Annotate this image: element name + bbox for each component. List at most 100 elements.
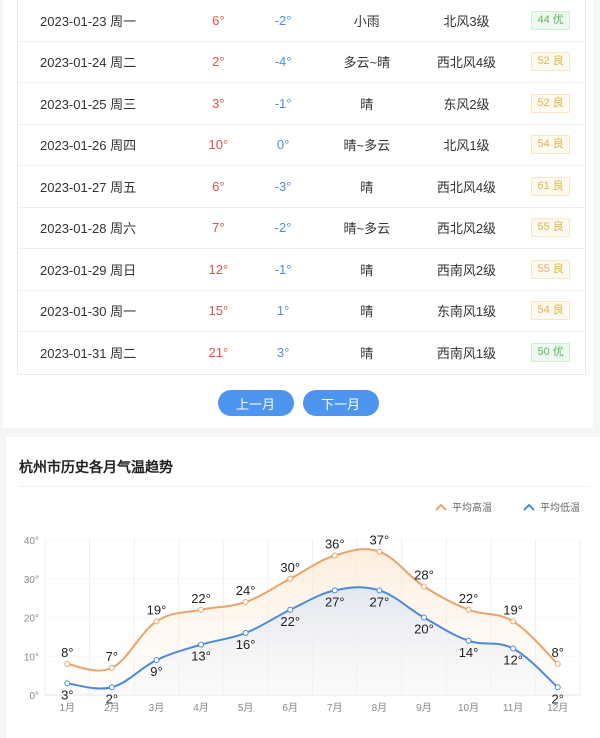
wind-cell: 西北风4级: [436, 55, 497, 71]
high-temp-point[interactable]: [376, 548, 383, 555]
table-row: 2023-01-31 周二 21° 3° 晴 西南风1级 50 优: [18, 332, 585, 374]
high-temp-point[interactable]: [153, 618, 160, 625]
temperature-line-chart[interactable]: 0° 10° 20° 30° 40° 1月 2月 3月 4月 5月 6月 7月 8月 9月 10月 11月 12…: [6, 437, 600, 738]
high-temp-cell: 15°: [208, 303, 229, 319]
low-temp-point[interactable]: [198, 641, 205, 648]
low-temp-point[interactable]: [287, 606, 294, 613]
high-temp-cell: 21°: [208, 345, 229, 361]
low-temp-label: 2°: [551, 691, 563, 706]
high-temp-label: 22°: [459, 591, 479, 606]
x-tick-label: 3月: [149, 702, 165, 714]
low-temp-point[interactable]: [331, 587, 338, 594]
aqi-cell: 55 良: [516, 259, 585, 279]
high-temp-point[interactable]: [287, 575, 294, 582]
low-temp-point[interactable]: [420, 614, 427, 621]
table-row: 2023-01-30 周一 15° 1° 晴 东南风1级 54 良: [18, 291, 585, 332]
low-temp-label: 9°: [150, 664, 162, 679]
weather-cell: 晴~多云: [343, 221, 391, 237]
legend-label: 平均低温: [540, 501, 580, 514]
low-temp-point[interactable]: [510, 645, 517, 652]
high-temp-point[interactable]: [331, 552, 338, 559]
high-temp-cell: 10°: [208, 137, 229, 153]
wind-cell: 西南风1级: [436, 346, 497, 362]
high-temp-label: 8°: [61, 645, 73, 660]
table-row: 2023-01-23 周一 6° -2° 小雨 北风3级 44 优: [18, 0, 585, 42]
weather-cell: 晴: [360, 179, 374, 195]
table-row: 2023-01-29 周日 12° -1° 晴 西南风2级 55 良: [18, 249, 585, 291]
aqi-badge: 44 优: [531, 10, 570, 30]
x-tick-label: 5月: [238, 702, 254, 714]
high-temp-point[interactable]: [108, 664, 115, 671]
x-tick-label: 4月: [193, 702, 209, 714]
low-temp-label: 13°: [191, 649, 211, 664]
low-temp-cell: -3°: [274, 178, 292, 194]
daily-weather-table: 2023-01-23 周一 6° -2° 小雨 北风3级 44 优 2023-01-24 周…: [17, 0, 586, 375]
high-temp-point[interactable]: [420, 583, 427, 590]
aqi-badge: 54 良: [531, 301, 570, 321]
low-temp-cell: -1°: [274, 95, 292, 111]
high-temp-point[interactable]: [554, 661, 561, 667]
y-tick-label: 40°: [24, 536, 39, 547]
wind-cell: 北风3级: [443, 13, 490, 29]
low-temp-point[interactable]: [153, 657, 160, 664]
high-temp-label: 19°: [147, 602, 167, 617]
aqi-badge: 52 良: [531, 93, 570, 113]
low-temp-cell: -4°: [274, 54, 292, 70]
x-tick-label: 10月: [458, 702, 479, 714]
date-cell: 2023-01-28 周六: [40, 221, 137, 237]
low-temp-point[interactable]: [554, 684, 561, 691]
wind-cell: 东南风1级: [436, 304, 497, 320]
high-temp-label: 19°: [503, 602, 523, 617]
low-temp-point[interactable]: [242, 630, 249, 636]
aqi-badge: 50 优: [531, 343, 570, 363]
low-temp-label: 27°: [370, 594, 390, 609]
y-tick-label: 10°: [24, 652, 39, 663]
low-temp-point[interactable]: [64, 680, 71, 687]
high-temp-label: 36°: [325, 537, 345, 552]
daily-weather-card: 2023-01-23 周一 6° -2° 小雨 北风3级 44 优 2023-01-24 周…: [3, 0, 593, 428]
low-temp-label: 16°: [236, 637, 256, 652]
wind-cell: 西北风2级: [436, 221, 497, 237]
low-temp-point[interactable]: [465, 637, 472, 644]
x-tick-label: 6月: [282, 702, 298, 714]
high-temp-cell: 7°: [212, 220, 225, 236]
wind-cell: 北风1级: [443, 138, 490, 154]
aqi-cell: 61 良: [516, 176, 585, 196]
date-cell: 2023-01-25 周三: [40, 96, 137, 112]
low-temp-label: 12°: [503, 653, 523, 668]
low-temp-cell: -2°: [274, 12, 292, 28]
date-cell: 2023-01-31 周二: [40, 346, 137, 362]
date-cell: 2023-01-27 周五: [40, 179, 137, 195]
x-tick-label: 1月: [60, 702, 76, 714]
high-temp-point[interactable]: [242, 599, 249, 605]
low-temp-point[interactable]: [108, 684, 115, 691]
low-temp-point[interactable]: [376, 587, 383, 594]
legend-high[interactable]: 平均高温: [435, 501, 492, 514]
wind-cell: 西南风2级: [436, 262, 497, 278]
next-month-button[interactable]: 下一月: [302, 390, 379, 416]
month-pager: 上一月 下一月: [3, 390, 593, 416]
aqi-cell: 44 优: [516, 10, 585, 30]
weather-cell: 晴~多云: [343, 138, 391, 154]
aqi-cell: 52 良: [516, 93, 585, 113]
high-temp-label: 24°: [236, 583, 256, 598]
high-temp-label: 7°: [106, 649, 118, 664]
high-temp-point[interactable]: [64, 661, 71, 667]
low-temp-label: 20°: [414, 622, 434, 637]
weather-cell: 晴: [360, 96, 374, 112]
aqi-badge: 52 良: [531, 52, 570, 72]
y-tick-label: 20°: [24, 614, 39, 625]
high-temp-label: 28°: [414, 568, 434, 583]
aqi-cell: 50 优: [516, 343, 585, 363]
high-temp-point[interactable]: [198, 606, 205, 613]
high-temp-cell: 12°: [208, 261, 229, 277]
y-tick-label: 0°: [29, 691, 39, 702]
legend-line-icon: [435, 503, 447, 511]
high-temp-point[interactable]: [465, 606, 472, 613]
high-temp-label: 22°: [191, 591, 211, 606]
high-temp-point[interactable]: [510, 618, 517, 625]
legend-low[interactable]: 平均低温: [523, 501, 580, 514]
prev-month-button[interactable]: 上一月: [217, 390, 294, 416]
low-temp-cell: 0°: [276, 137, 290, 153]
high-temp-label: 30°: [280, 560, 300, 575]
